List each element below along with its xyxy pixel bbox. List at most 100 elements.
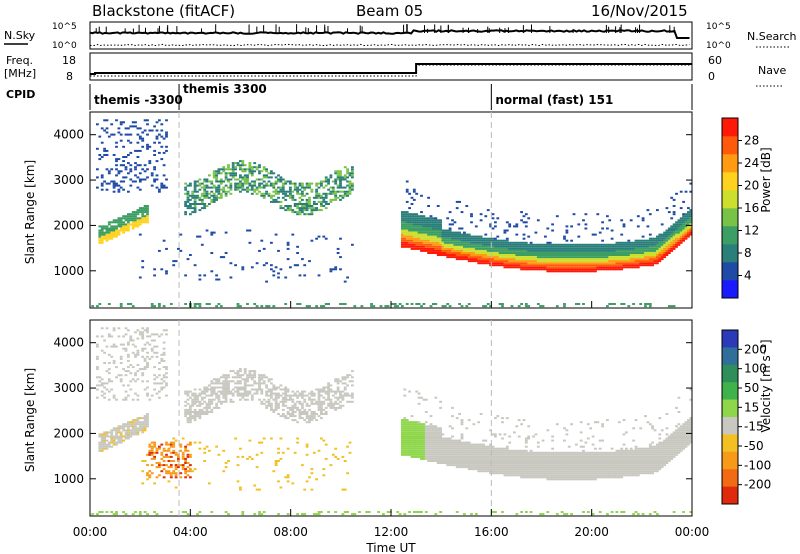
- power-cell: [520, 264, 523, 267]
- power-cell: [160, 184, 164, 187]
- power-cell: [262, 174, 266, 177]
- velocity-cell: [208, 402, 211, 405]
- velocity-cell: [191, 415, 195, 418]
- power-cell: [629, 249, 633, 252]
- velocity-cell: [136, 353, 140, 356]
- power-cell: [412, 245, 416, 248]
- velocity-cell: [96, 357, 99, 360]
- velocity-cell: [310, 472, 314, 475]
- velocity-cell: [427, 425, 430, 428]
- power-cell: [648, 243, 652, 246]
- power-cell: [186, 200, 190, 203]
- power-cell: [408, 233, 411, 236]
- power-cell: [489, 260, 492, 263]
- power-cell: [320, 205, 323, 207]
- power-cell: [665, 249, 669, 252]
- power-cell: [641, 264, 645, 267]
- power-cell: [465, 247, 469, 250]
- power-cell: [401, 219, 404, 222]
- power-cell: [672, 235, 676, 238]
- power-cell: [670, 237, 674, 240]
- velocity-cell: [98, 380, 102, 383]
- power-cell: [241, 162, 245, 165]
- velocity-cell: [184, 413, 187, 415]
- velocity-cell: [315, 388, 318, 391]
- power-cell: [515, 249, 519, 252]
- power-cell: [138, 127, 142, 130]
- power-cell: [594, 247, 597, 250]
- power-cell: [684, 231, 688, 234]
- power-cell: [544, 249, 547, 252]
- power-cell: [613, 268, 616, 271]
- power-cell: [470, 221, 473, 224]
- velocity-cell: [189, 464, 192, 467]
- velocity-cell: [417, 443, 421, 446]
- power-cell: [458, 258, 461, 261]
- power-cell: [553, 245, 557, 248]
- velocity-cell: [208, 398, 211, 401]
- velocity-cell: [258, 382, 261, 385]
- power-cell: [617, 249, 621, 252]
- velocity-cell: [203, 411, 207, 413]
- velocity-cell: [434, 445, 438, 448]
- power-cell: [412, 247, 416, 250]
- velocity-cell: [267, 380, 271, 383]
- power-cell: [189, 198, 192, 201]
- power-cell: [184, 205, 187, 207]
- power-cell: [560, 256, 564, 259]
- velocity-cell: [448, 437, 452, 440]
- velocity-cell: [341, 376, 345, 379]
- power-cell: [303, 186, 307, 189]
- power-cell: [620, 245, 624, 248]
- power-cell: [453, 256, 457, 259]
- power-cell: [122, 145, 125, 148]
- velocity-cell: [189, 396, 192, 399]
- velocity-cell: [255, 382, 259, 385]
- power-cell: [270, 264, 273, 267]
- velocity-cell: [434, 455, 438, 458]
- power-cell: [193, 194, 197, 197]
- velocity-cell: [434, 429, 438, 432]
- velocity-cell: [205, 388, 209, 391]
- velocity-cell: [186, 474, 190, 477]
- power-cell: [644, 262, 647, 265]
- power-cell: [110, 180, 114, 183]
- power-cell: [489, 264, 492, 267]
- velocity-cell: [403, 447, 407, 450]
- power-cell: [219, 168, 223, 171]
- power-cell: [158, 188, 161, 191]
- power-cell: [141, 215, 145, 218]
- velocity-cell: [205, 406, 209, 409]
- power-cell: [482, 258, 485, 261]
- power-cell: [253, 184, 257, 187]
- power-cell: [420, 215, 423, 218]
- velocity-cell: [119, 425, 123, 428]
- power-cell: [522, 221, 526, 224]
- velocity-cell: [160, 353, 164, 356]
- velocity-cell: [286, 474, 290, 477]
- power-cell: [417, 225, 421, 228]
- velocity-cell: [153, 482, 156, 485]
- velocity-cell: [320, 511, 323, 513]
- velocity-cell: [243, 394, 247, 397]
- velocity-cell: [258, 511, 261, 513]
- velocity-cell: [236, 370, 240, 373]
- power-cell: [286, 209, 290, 212]
- velocity-cell: [260, 441, 264, 444]
- power-cell: [308, 186, 311, 189]
- velocity-cell: [401, 433, 404, 436]
- velocity-cell: [150, 464, 154, 467]
- power-cell: [415, 227, 419, 230]
- velocity-cell: [305, 421, 309, 424]
- power-cell: [586, 260, 590, 263]
- velocity-cell: [446, 439, 450, 442]
- power-cell: [622, 264, 626, 267]
- power-cell: [658, 249, 662, 252]
- power-cell: [138, 209, 142, 212]
- power-cell: [608, 249, 612, 252]
- power-cell: [203, 178, 207, 181]
- velocity-cell: [448, 460, 452, 462]
- velocity-cell: [191, 402, 195, 405]
- velocity-cell: [162, 376, 166, 379]
- power-cell: [405, 188, 409, 191]
